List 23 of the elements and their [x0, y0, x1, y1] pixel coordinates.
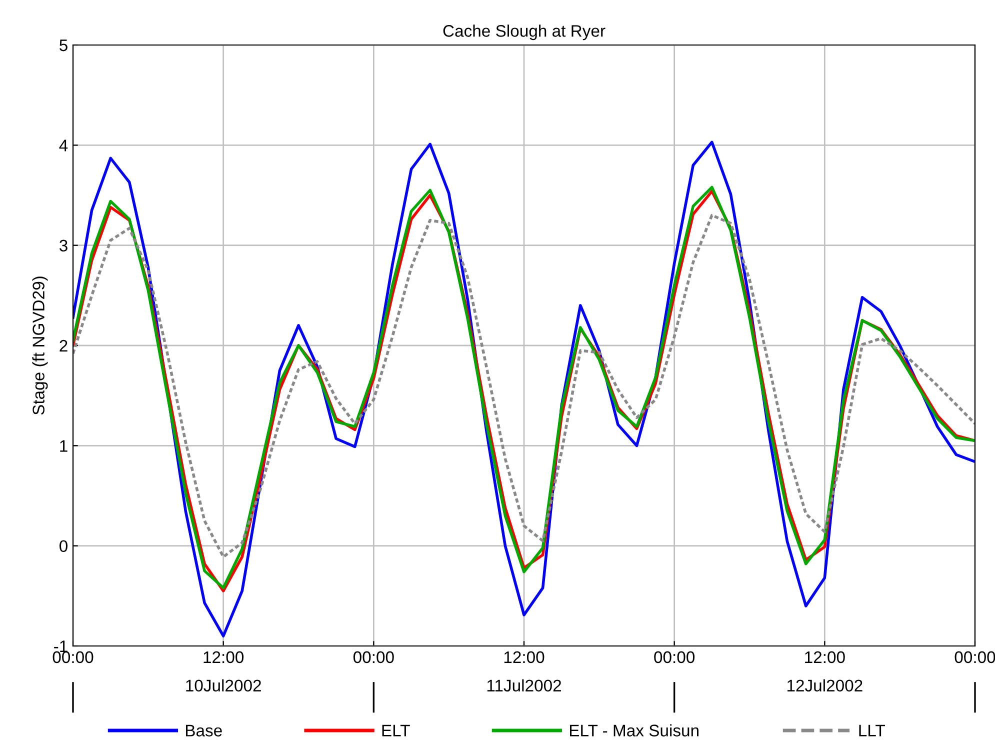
x-tick-label: 00:00 — [654, 651, 695, 664]
y-tick-label: 3 — [60, 240, 68, 252]
legend-label: LLT — [859, 724, 885, 736]
y-tick-label: 4 — [59, 140, 68, 152]
y-tick-label: 2 — [60, 340, 68, 352]
x2-tick-label: 11Jul2002 — [487, 679, 562, 692]
y-tick-label: -1 — [54, 640, 68, 652]
chart-title: Cache Slough at Ryer — [443, 24, 606, 40]
legend-label: Base — [186, 724, 222, 736]
x-tick-label: 12:00 — [805, 651, 845, 664]
x-tick-label: 12:00 — [204, 651, 244, 664]
legend-label: ELT — [382, 724, 410, 736]
legend-label: ELT - Max Suisun — [570, 724, 698, 736]
x-tick-label: 00:00 — [353, 651, 394, 664]
y-tick-label: 1 — [60, 440, 68, 452]
x2-tick-label: 12Jul2002 — [787, 679, 862, 692]
x-tick-label: 00:00 — [954, 651, 995, 664]
x-tick-label: 12:00 — [504, 651, 544, 664]
x2-tick-label: 10Jul2002 — [186, 679, 261, 692]
y-tick-label: 5 — [60, 40, 68, 52]
y-axis-title: Stage (ft NGVD29) — [32, 276, 48, 415]
x-tick-label: 00:00 — [52, 651, 94, 664]
y-tick-label: 0 — [60, 540, 68, 552]
